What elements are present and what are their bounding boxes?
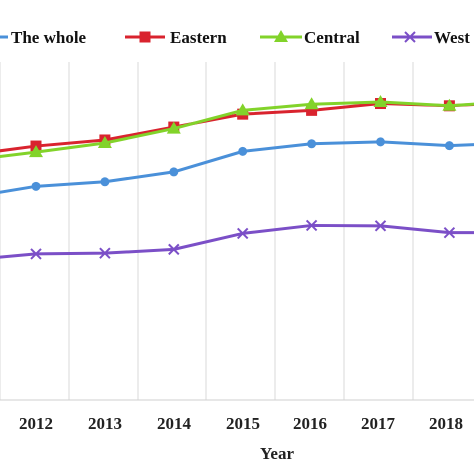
data-point-marker	[169, 167, 179, 177]
x-tick-label: 2013	[88, 414, 122, 433]
data-point-marker	[306, 104, 318, 116]
data-point-marker	[305, 219, 318, 232]
data-point-marker	[139, 31, 151, 43]
series-west	[0, 219, 474, 260]
data-point-marker	[100, 177, 110, 187]
legend-item: West	[392, 28, 470, 47]
x-tick-label: 2017	[361, 414, 396, 433]
series-the-whole	[0, 137, 474, 194]
x-tick-label: 2016	[293, 414, 327, 433]
legend-item: Central	[260, 28, 360, 47]
data-point-marker	[30, 248, 42, 260]
x-tick-label: 2014	[157, 414, 192, 433]
legend-label: West	[434, 28, 470, 47]
data-point-marker	[235, 103, 250, 116]
data-point-marker	[168, 243, 180, 256]
data-point-marker	[373, 95, 388, 107]
data-point-marker	[236, 227, 249, 240]
x-tick-labels: 2012 2013 2014 2015 2016 2017 2018	[19, 414, 463, 433]
data-point-marker	[442, 98, 457, 111]
x-tick-label: 2015	[226, 414, 260, 433]
data-point-marker	[304, 97, 319, 110]
x-tick-label: 2018	[429, 414, 463, 433]
gridlines	[0, 62, 414, 400]
data-point-marker	[307, 139, 317, 149]
series-central	[0, 95, 474, 159]
data-point-marker	[238, 146, 248, 156]
legend-item: Eastern	[125, 28, 227, 47]
series-group	[0, 95, 474, 260]
legend-label: The whole	[11, 28, 87, 47]
data-point-marker	[166, 121, 181, 134]
data-point-marker	[376, 137, 385, 147]
data-point-marker	[374, 220, 387, 232]
legend-label: Eastern	[170, 28, 227, 47]
data-point-marker	[99, 247, 111, 259]
data-point-marker	[443, 226, 456, 239]
data-point-marker	[31, 181, 41, 191]
data-point-marker	[404, 31, 416, 43]
legend-item: The whole	[0, 28, 87, 47]
data-point-marker	[97, 136, 112, 149]
data-point-marker	[444, 141, 454, 151]
legend: The whole Eastern Central West	[0, 28, 470, 47]
data-point-marker	[29, 145, 43, 158]
data-point-marker	[274, 30, 288, 42]
legend-label: Central	[304, 28, 360, 47]
x-axis-title: Year	[260, 444, 294, 463]
x-tick-label: 2012	[19, 414, 53, 433]
